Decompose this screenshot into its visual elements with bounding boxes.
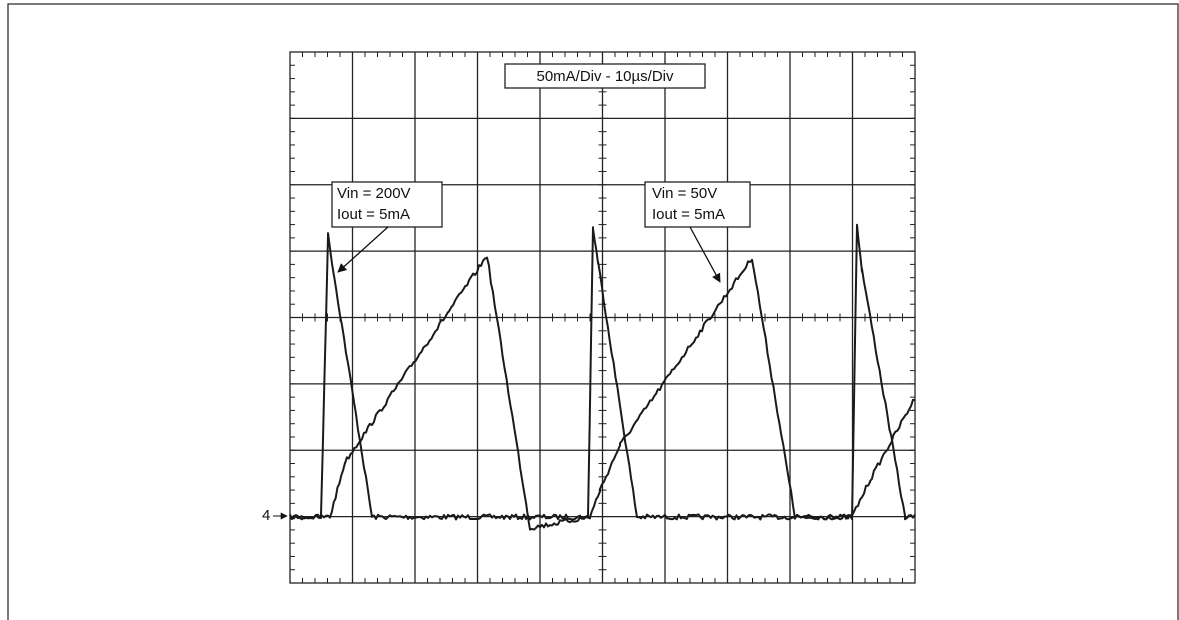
- trace-spike: [289, 223, 916, 521]
- annotation-text: Iout = 5mA: [652, 206, 725, 223]
- scale-label: 50mA/Div - 10µs/Div: [536, 68, 674, 85]
- annotation-text: Iout = 5mA: [337, 206, 410, 223]
- channel-marker: 4: [262, 507, 270, 524]
- arrow: [689, 226, 721, 283]
- traces: [289, 223, 916, 531]
- frame: [7, 3, 1179, 620]
- scale-box: [504, 63, 706, 89]
- scope-grid: [289, 51, 916, 584]
- annotation-box: [644, 181, 751, 228]
- arrow: [337, 226, 389, 273]
- trace-ramp: [289, 256, 916, 531]
- annotation-box: [331, 181, 443, 228]
- annotation-text: Vin = 200V: [337, 185, 411, 202]
- annotation-text: Vin = 50V: [652, 185, 717, 202]
